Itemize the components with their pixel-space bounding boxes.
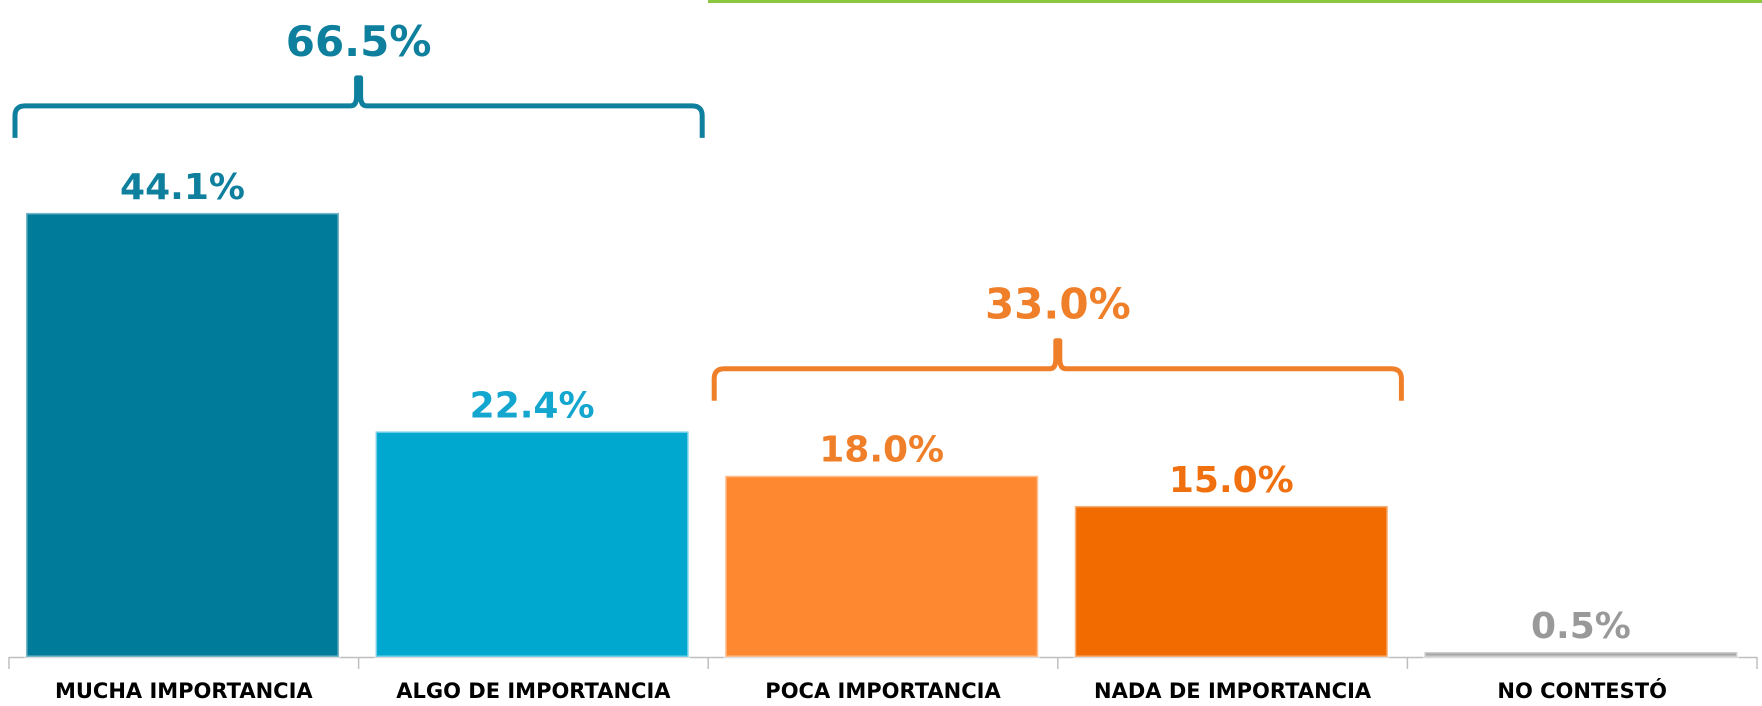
bar (1073, 504, 1390, 659)
value-label: 15.0% (1169, 460, 1294, 501)
group-bracket (711, 338, 1404, 401)
bar (24, 211, 341, 659)
x-tick-label: POCA IMPORTANCIA (765, 679, 1001, 703)
x-tick-label: NADA DE IMPORTANCIA (1094, 679, 1372, 703)
group-bracket (12, 75, 705, 138)
group-label: 33.0% (985, 280, 1131, 329)
value-label: 22.4% (470, 385, 595, 426)
x-tick-label: MUCHA IMPORTANCIA (55, 679, 313, 703)
bar (723, 474, 1040, 659)
x-tick-label: ALGO DE IMPORTANCIA (396, 679, 671, 703)
value-label: 44.1% (120, 167, 245, 208)
bar (374, 429, 691, 659)
value-label: 0.5% (1531, 606, 1631, 647)
value-label: 18.0% (819, 430, 944, 471)
bar (1422, 650, 1739, 659)
group-label: 66.5% (286, 17, 432, 66)
x-tick-label: NO CONTESTÓ (1497, 678, 1667, 703)
